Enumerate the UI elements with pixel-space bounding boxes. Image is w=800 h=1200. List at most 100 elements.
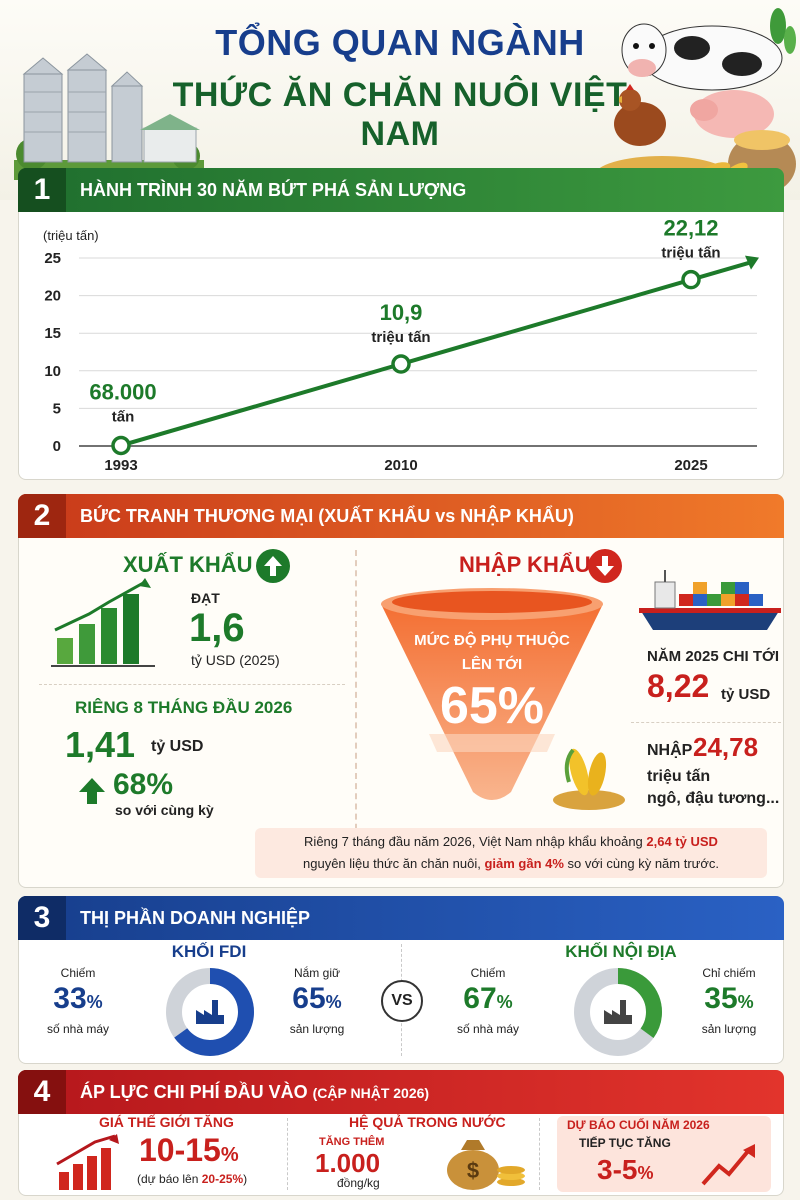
- import-prefix: NHẬP: [647, 742, 693, 759]
- up-arrow-icon: [256, 549, 290, 583]
- svg-text:$: $: [467, 1158, 479, 1183]
- increase-label: TĂNG THÊM: [319, 1136, 385, 1148]
- section2-number: 2: [18, 494, 66, 538]
- cargo-ship-icon: [639, 570, 781, 630]
- import-items: ngô, đậu tương...: [647, 790, 780, 807]
- export-reach-label: ĐẠT: [191, 590, 220, 606]
- main-title-line1: TỔNG QUAN NGÀNH: [215, 22, 585, 63]
- world-price-value: 10-15: [139, 1132, 221, 1168]
- main-title-line2: THỨC ĂN CHĂN NUÔI VIỆT NAM: [172, 76, 628, 153]
- y-tick-label: 25: [44, 250, 61, 267]
- domestic-factory-sub: số nhà máy: [456, 1022, 520, 1036]
- growth-up-arrow-icon: [79, 778, 105, 804]
- import-label: NHẬP KHẨU: [459, 552, 591, 577]
- fdi-output-value: 65: [292, 982, 326, 1015]
- import-2025-value: 8,22: [647, 668, 710, 704]
- section3-header: 3 THỊ PHẦN DOANH NGHIỆP: [18, 896, 784, 940]
- percent-sign: %: [86, 992, 103, 1012]
- percent-sign: %: [496, 992, 513, 1012]
- fdi-factory-value: 33: [53, 982, 87, 1015]
- y-tick-label: 20: [44, 288, 61, 305]
- dependency-funnel: [381, 588, 603, 800]
- domestic-output-sub: sản lượng: [701, 1022, 757, 1036]
- domestic-output-share: 35%: [679, 982, 779, 1016]
- data-point: [681, 269, 701, 290]
- bar-growth-icon: [51, 578, 155, 667]
- funnel-line2: LÊN TỚI: [461, 656, 523, 673]
- factory-icon: [604, 1000, 632, 1024]
- domestic-factory-share: 67%: [443, 982, 533, 1016]
- domestic-factory-value: 67: [463, 982, 497, 1015]
- export-value: 1,6: [189, 606, 245, 650]
- y-tick-label: 10: [44, 363, 61, 380]
- section4-title-wrap: ÁP LỰC CHI PHÍ ĐẦU VÀO (CẬP NHẬT 2026): [66, 1082, 429, 1103]
- section1-title: HÀNH TRÌNH 30 NĂM BỨT PHÁ SẢN LƯỢNG: [80, 179, 467, 200]
- import-2025-unit: tỷ USD: [721, 686, 771, 703]
- percent-sign: %: [637, 1163, 654, 1183]
- note-highlight-value: 2,64 tỷ USD: [646, 834, 718, 849]
- x-tick-label: 2010: [384, 457, 417, 474]
- section4-header: 4 ÁP LỰC CHI PHÍ ĐẦU VÀO (CẬP NHẬT 2026): [18, 1070, 784, 1114]
- note-text-part3: so với cùng kỳ năm trước.: [563, 856, 719, 871]
- increase-unit: đồng/kg: [337, 1176, 380, 1190]
- section2-body: XUẤT KHẨU ĐẠT 1,6 tỷ USD (2025) RIÊNG 8 …: [18, 538, 784, 888]
- section3-number: 3: [18, 896, 66, 940]
- fdi-output-caption: Nắm giữ: [293, 966, 341, 980]
- domestic-output-caption: Chỉ chiếm: [702, 966, 756, 980]
- forecast-range: 3-5%: [597, 1154, 653, 1186]
- percent-sign: %: [737, 992, 754, 1012]
- header-banner: TỔNG QUAN NGÀNH THỨC ĂN CHĂN NUÔI VIỆT N…: [0, 0, 800, 200]
- world-price-label: GIÁ THẾ GIỚI TĂNG: [99, 1114, 234, 1130]
- data-label-value: 68.000: [89, 379, 156, 404]
- import-2025-label: NĂM 2025 CHI TỚI: [647, 648, 779, 665]
- section1-number: 1: [18, 168, 66, 212]
- data-label-unit: triệu tấn: [371, 329, 430, 346]
- percent-sign: %: [220, 1144, 239, 1166]
- fdi-output-share: 65%: [271, 982, 363, 1016]
- import-separator: [631, 722, 781, 723]
- section3-body: KHỐI FDI Chiếm 33% số nhà máy Nắm giữ 65…: [18, 940, 784, 1064]
- fdi-factory-caption: Chiếm: [60, 966, 96, 980]
- import-volume-unit: triệu tấn: [647, 768, 711, 785]
- note-highlight-decline: giảm gần 4%: [484, 856, 564, 871]
- corn-soybean-icon: [553, 748, 625, 810]
- import-note-box: Riêng 7 tháng đầu năm 2026, Việt Nam nhậ…: [255, 828, 767, 878]
- section3-title: THỊ PHẦN DOANH NGHIỆP: [80, 907, 311, 928]
- y-axis-unit-label: (triệu tấn): [43, 228, 99, 243]
- price-rise-chart-icon: [56, 1134, 119, 1190]
- forecast-sub-label: TIẾP TỤC TĂNG: [579, 1136, 671, 1150]
- fdi-output-sub: sản lượng: [289, 1022, 345, 1036]
- forecast-prefix: (dự báo lên: [137, 1172, 202, 1186]
- cost-divider-1: [287, 1118, 288, 1190]
- section2-header: 2 BỨC TRANH THƯƠNG MẠI (XUẤT KHẨU vs NHẬ…: [18, 494, 784, 538]
- export-8months-unit: tỷ USD: [151, 738, 204, 755]
- export-growth-value: 68%: [113, 768, 174, 801]
- data-point: [391, 354, 411, 374]
- funnel-value: 65%: [439, 677, 545, 735]
- data-label-unit: tấn: [112, 408, 135, 425]
- section4-title: ÁP LỰC CHI PHÍ ĐẦU VÀO: [80, 1081, 308, 1102]
- export-label: XUẤT KHẨU: [123, 552, 253, 577]
- world-price-range: 10-15%: [139, 1132, 239, 1169]
- increase-value: 1.000: [315, 1148, 381, 1178]
- export-8months-label: RIÊNG 8 THÁNG ĐẦU 2026: [75, 698, 293, 717]
- forecast-box: [557, 1116, 771, 1192]
- section4-title-suffix: (CẬP NHẬT 2026): [312, 1084, 430, 1101]
- data-label-unit: triệu tấn: [661, 245, 720, 262]
- fdi-factory-share: 33%: [33, 982, 123, 1016]
- x-tick-label: 2025: [674, 457, 707, 474]
- section1-header: 1 HÀNH TRÌNH 30 NĂM BỨT PHÁ SẢN LƯỢNG: [18, 168, 784, 212]
- fdi-label: KHỐI FDI: [171, 942, 247, 961]
- series-line: [120, 259, 754, 448]
- y-tick-label: 5: [53, 400, 61, 417]
- export-8months-value: 1,41: [65, 724, 136, 765]
- data-label-value: 10,9: [380, 300, 423, 325]
- trend-up-arrow-icon: [701, 1144, 755, 1186]
- export-separator: [39, 684, 345, 685]
- fdi-factory-sub: số nhà máy: [46, 1022, 110, 1036]
- forecast-label: DỰ BÁO CUỐI NĂM 2026: [567, 1118, 710, 1132]
- ring-share-arc: [574, 968, 662, 1056]
- trade-divider: [355, 550, 357, 850]
- data-label-value: 22,12: [663, 216, 718, 241]
